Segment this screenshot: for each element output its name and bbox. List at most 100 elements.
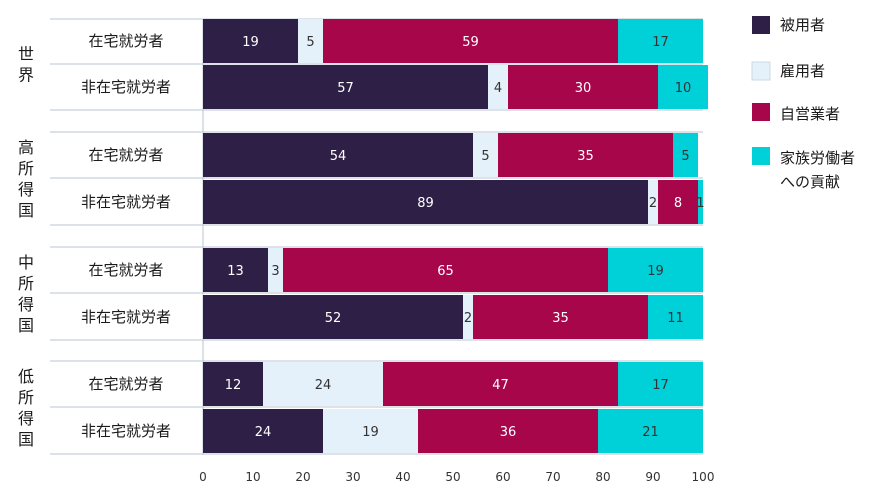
bar-segment — [383, 362, 618, 406]
row-label: 在宅就労者 — [88, 32, 163, 50]
bar-segment — [598, 409, 703, 453]
bar-segment — [473, 295, 648, 339]
bars-layer — [203, 19, 708, 453]
data-label: 30 — [575, 81, 592, 96]
bar-segment — [203, 180, 648, 224]
data-label: 3 — [271, 264, 279, 279]
x-tick-label: 10 — [245, 470, 260, 484]
row-label: 非在宅就労者 — [81, 193, 171, 211]
data-label: 89 — [417, 196, 434, 211]
data-label: 19 — [647, 264, 664, 279]
bar-segment — [203, 362, 263, 406]
x-tick-label: 40 — [395, 470, 410, 484]
bar-segment — [648, 180, 658, 224]
row-label: 非在宅就労者 — [81, 422, 171, 440]
data-label: 47 — [492, 378, 509, 393]
bar-segment — [498, 133, 673, 177]
row-label: 非在宅就労者 — [81, 308, 171, 326]
bar-segment — [418, 409, 598, 453]
data-label: 5 — [481, 149, 489, 164]
data-label: 24 — [315, 378, 332, 393]
data-label: 1 — [696, 196, 704, 211]
data-label: 54 — [330, 149, 347, 164]
bar-segment — [268, 248, 283, 292]
x-axis: 0 10 20 30 40 50 60 70 80 90 100 — [199, 470, 714, 484]
bar-segment — [203, 19, 298, 63]
bar-segment — [263, 362, 383, 406]
row-label: 在宅就労者 — [88, 146, 163, 164]
bar-segment — [323, 19, 618, 63]
bar-segment — [463, 295, 473, 339]
legend-swatch — [752, 147, 770, 165]
row-label: 在宅就労者 — [88, 261, 163, 279]
x-tick-label: 90 — [645, 470, 660, 484]
bar-segment — [283, 248, 608, 292]
row-label: 非在宅就労者 — [81, 78, 171, 96]
data-label: 65 — [437, 264, 454, 279]
x-tick-label: 20 — [295, 470, 310, 484]
bar-segment — [673, 133, 698, 177]
data-label: 35 — [577, 149, 594, 164]
x-tick-label: 70 — [545, 470, 560, 484]
legend-label: 被用者 — [780, 16, 825, 34]
row-label: 在宅就労者 — [88, 375, 163, 393]
data-label: 35 — [552, 311, 569, 326]
bar-segment — [298, 19, 323, 63]
group-label: 低所得国 — [18, 367, 34, 449]
data-label: 11 — [667, 311, 684, 326]
data-label: 2 — [464, 311, 472, 326]
x-tick-label: 0 — [199, 470, 207, 484]
x-tick-label: 80 — [595, 470, 610, 484]
data-label: 52 — [325, 311, 342, 326]
bar-segment — [508, 65, 658, 109]
bar-segment — [473, 133, 498, 177]
bar-segment — [658, 180, 698, 224]
data-label: 4 — [494, 81, 502, 96]
bar-segment — [658, 65, 708, 109]
data-label: 10 — [675, 81, 692, 96]
x-tick-label: 60 — [495, 470, 510, 484]
data-label: 57 — [337, 81, 354, 96]
data-label: 5 — [306, 35, 314, 50]
bar-segment — [203, 409, 323, 453]
legend-label: 家族労働者への貢献 — [780, 149, 855, 191]
bar-segment — [203, 65, 488, 109]
data-label: 2 — [649, 196, 657, 211]
x-tick-label: 100 — [692, 470, 715, 484]
data-label: 5 — [681, 149, 689, 164]
legend-swatch — [751, 61, 771, 81]
bar-segment — [323, 409, 418, 453]
bar-segment — [618, 362, 703, 406]
legend-label: 自営業者 — [780, 105, 840, 123]
x-tick-label: 50 — [445, 470, 460, 484]
legend-swatch — [752, 16, 770, 34]
data-label: 36 — [500, 425, 517, 440]
data-label: 21 — [642, 425, 659, 440]
x-tick-label: 30 — [345, 470, 360, 484]
bar-segment — [698, 180, 703, 224]
bar-segment — [488, 65, 508, 109]
bar-segment — [648, 295, 703, 339]
data-label: 24 — [255, 425, 272, 440]
bar-segment — [203, 133, 473, 177]
group-label: 高所得国 — [18, 138, 34, 220]
bar-segment — [618, 19, 703, 63]
legend-label: 雇用者 — [780, 62, 825, 80]
data-label: 17 — [652, 35, 669, 50]
data-label: 19 — [362, 425, 379, 440]
legend-swatch — [752, 103, 770, 121]
data-label: 17 — [652, 378, 669, 393]
data-label: 12 — [225, 378, 242, 393]
data-label: 59 — [462, 35, 479, 50]
bar-segment — [608, 248, 703, 292]
data-label: 8 — [674, 196, 682, 211]
labels-layer: 19 5 59 17 在宅就労者 57 4 30 10 非在宅就労者 世界 54 5 35 5 在宅就労者 89… — [18, 32, 705, 449]
bar-segment — [203, 295, 463, 339]
bar-segment — [203, 248, 268, 292]
data-label: 19 — [242, 35, 259, 50]
group-label: 中所得国 — [18, 253, 34, 335]
data-label: 13 — [227, 264, 244, 279]
group-label: 世界 — [18, 45, 34, 85]
